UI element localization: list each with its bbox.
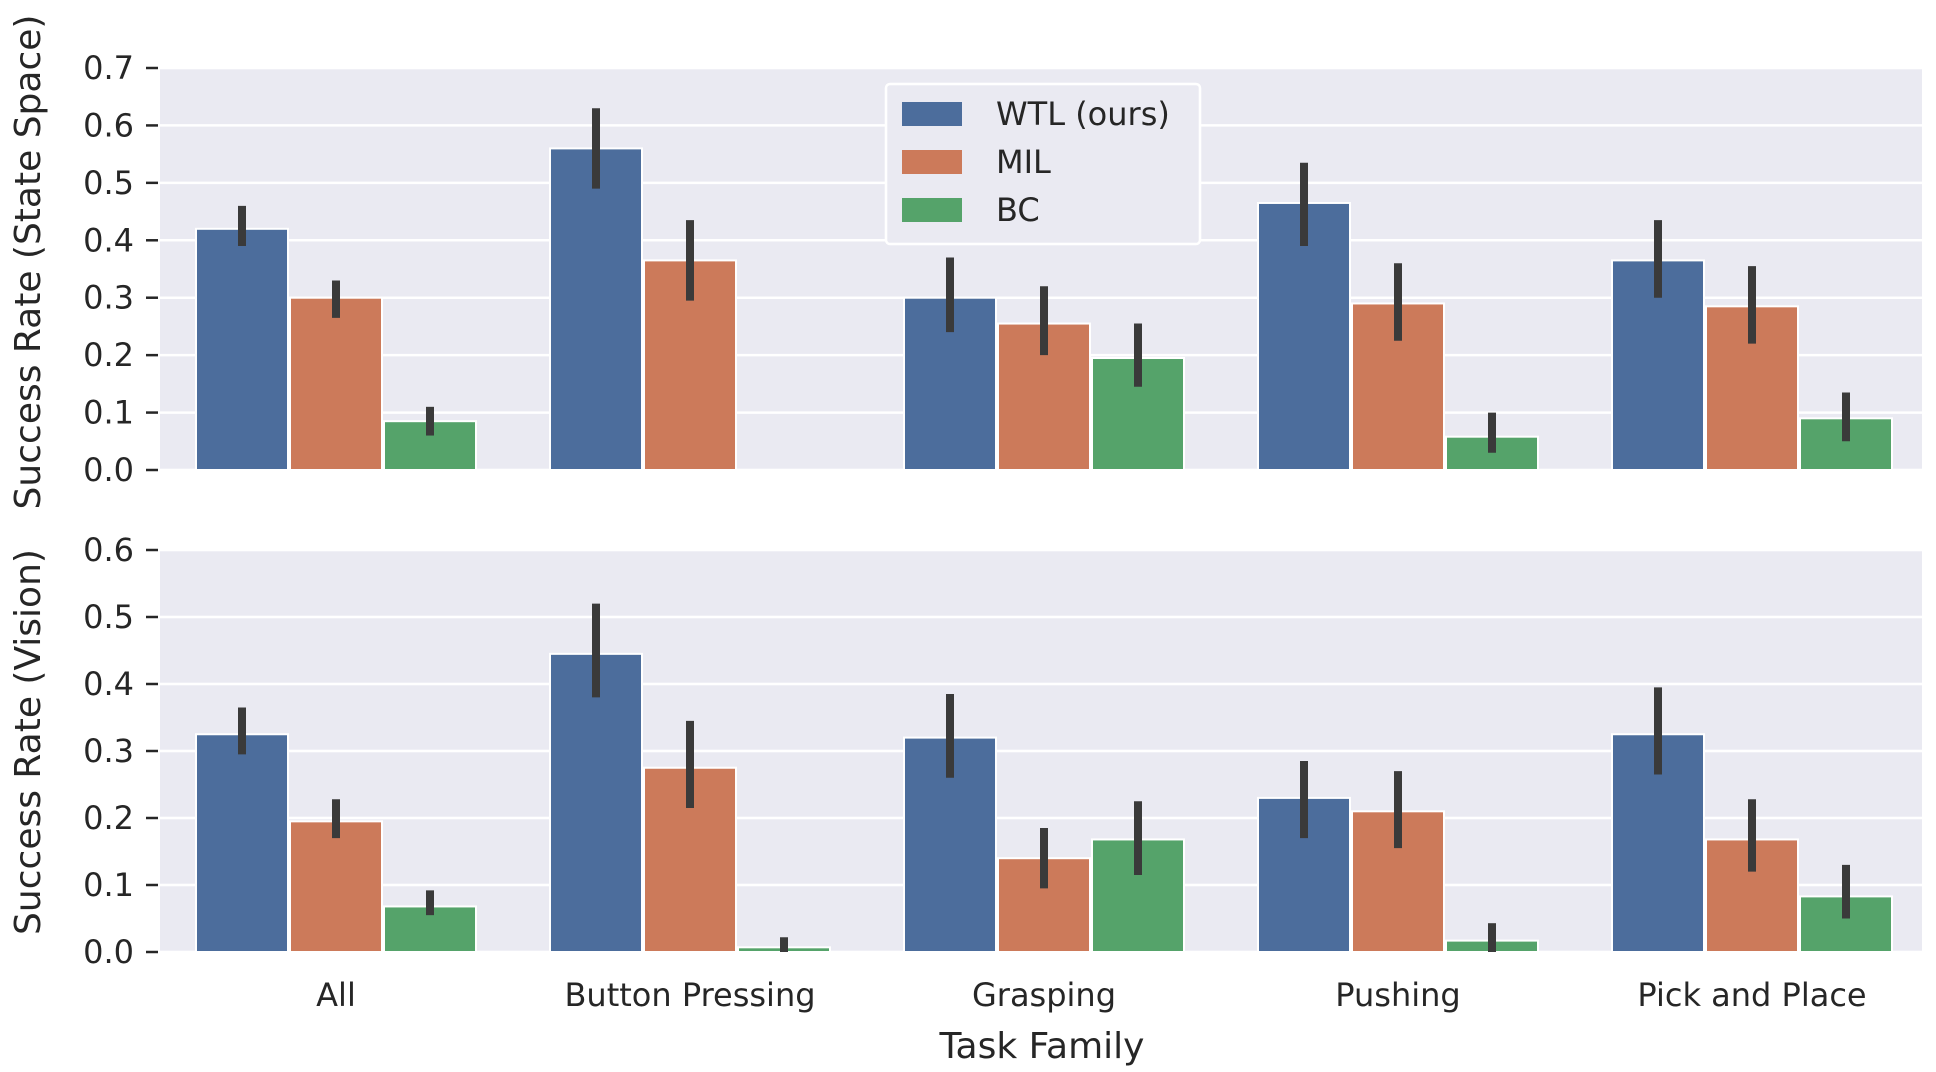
- legend-swatch: [902, 198, 962, 222]
- legend-entry-label: BC: [996, 191, 1040, 229]
- top-y-axis-label: Success Rate (State Space): [8, 15, 49, 510]
- legend-swatch: [902, 150, 962, 174]
- x-tick-label: Pick and Place: [1637, 976, 1866, 1014]
- bottom-chart-panel: 0.0 0.1 0.2 0.3 0.4 0.5 0.6 All Button Pressing G…: [83, 531, 1922, 1014]
- y-tick-label: 0.0: [83, 451, 134, 489]
- bar: [1257, 201, 1351, 471]
- y-tick-label: 0.3: [83, 279, 134, 317]
- legend-swatch: [902, 102, 962, 126]
- y-tick-label: 0.7: [83, 49, 134, 87]
- x-tick-label: Pushing: [1335, 976, 1460, 1014]
- x-axis-label: Task Family: [939, 1026, 1145, 1067]
- x-tick-label: Button Pressing: [564, 976, 815, 1014]
- y-tick-label: 0.1: [83, 394, 134, 432]
- y-tick-label: 0.1: [83, 866, 134, 904]
- y-tick-label: 0.6: [83, 106, 134, 144]
- bar: [289, 820, 383, 953]
- y-tick-label: 0.6: [83, 531, 134, 569]
- x-tick-label: Grasping: [972, 976, 1116, 1014]
- bar: [549, 147, 643, 471]
- bar: [195, 733, 289, 953]
- y-tick-label: 0.4: [83, 665, 134, 703]
- y-tick-label: 0.4: [83, 221, 134, 259]
- legend: WTL (ours) MIL BC: [884, 82, 1202, 246]
- y-tick-label: 0.5: [83, 598, 134, 636]
- y-tick-label: 0.3: [83, 732, 134, 770]
- y-tick-label: 0.5: [83, 164, 134, 202]
- legend-entry-label: WTL (ours): [996, 95, 1170, 133]
- bar: [195, 227, 289, 471]
- bar: [549, 652, 643, 953]
- y-tick-label: 0.0: [83, 933, 134, 971]
- y-tick-label: 0.2: [83, 799, 134, 837]
- bar: [289, 296, 383, 472]
- legend-box: [884, 82, 1202, 246]
- x-tick-label: All: [316, 976, 356, 1014]
- legend-entry-label: MIL: [996, 143, 1051, 181]
- bottom-y-axis-label: Success Rate (Vision): [8, 549, 49, 935]
- y-tick-label: 0.2: [83, 336, 134, 374]
